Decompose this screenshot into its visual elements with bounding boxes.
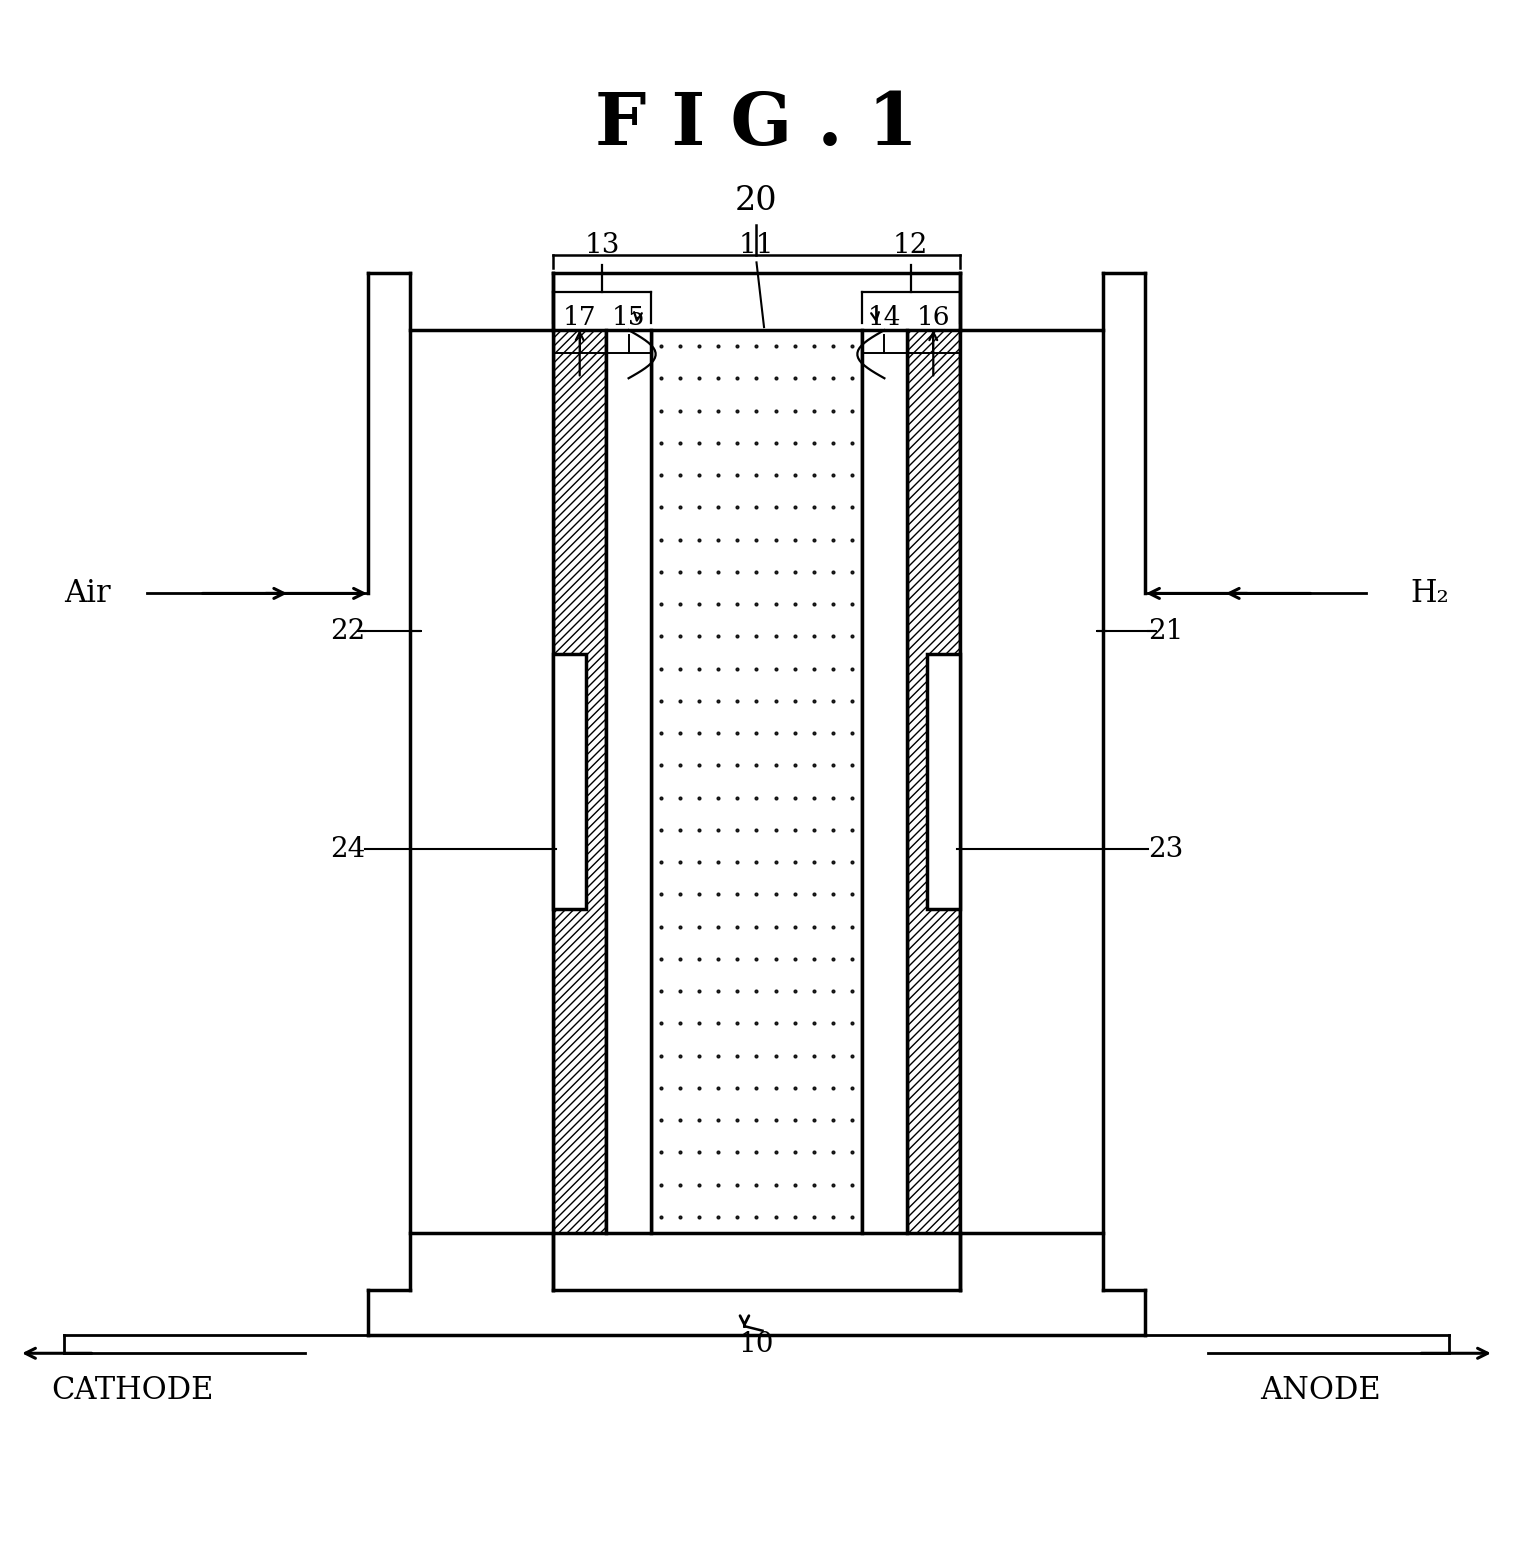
Text: 12: 12 bbox=[893, 233, 929, 259]
Text: 17: 17 bbox=[563, 305, 596, 330]
Bar bbox=[862, 330, 906, 1233]
Bar bbox=[554, 330, 607, 1233]
Bar bbox=[410, 330, 554, 1233]
Bar bbox=[959, 330, 1103, 1233]
Text: 13: 13 bbox=[584, 233, 620, 259]
Text: 23: 23 bbox=[1148, 836, 1183, 863]
Bar bbox=[607, 330, 651, 1233]
Text: ANODE: ANODE bbox=[1260, 1375, 1381, 1407]
Text: 24: 24 bbox=[330, 836, 365, 863]
Text: H₂: H₂ bbox=[1410, 578, 1448, 610]
Bar bbox=[651, 330, 862, 1233]
Text: 10: 10 bbox=[738, 1330, 775, 1358]
Text: F I G . 1: F I G . 1 bbox=[595, 89, 918, 161]
Text: CATHODE: CATHODE bbox=[51, 1375, 213, 1407]
Text: 14: 14 bbox=[867, 305, 902, 330]
Text: Air: Air bbox=[65, 578, 110, 610]
Text: 20: 20 bbox=[735, 186, 778, 217]
Text: 21: 21 bbox=[1148, 617, 1183, 644]
Text: 11: 11 bbox=[738, 233, 775, 259]
Bar bbox=[554, 653, 587, 910]
Bar bbox=[906, 330, 959, 1233]
Text: 15: 15 bbox=[611, 305, 646, 330]
Text: 16: 16 bbox=[917, 305, 950, 330]
Bar bbox=[926, 653, 959, 910]
Text: 22: 22 bbox=[330, 617, 365, 644]
